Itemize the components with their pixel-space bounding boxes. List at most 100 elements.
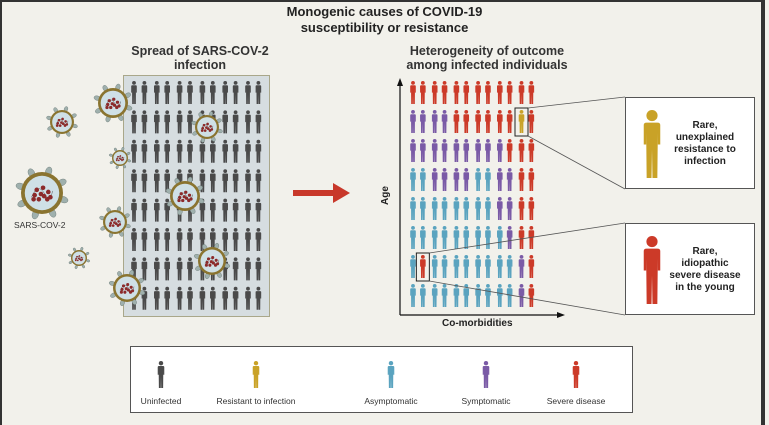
uninfected-person [176,139,183,163]
legend-item-symptomatic: Symptomatic [431,347,541,414]
asymptomatic-person [410,284,416,307]
asymptomatic-person [453,284,460,307]
asymptomatic-person [485,226,491,249]
severe-person [475,81,481,104]
severe-person [528,168,535,191]
symptomatic-person [431,168,438,191]
uninfected-person [131,110,137,134]
asymptomatic-person [463,284,470,307]
uninfected-person [232,286,239,310]
severe-person [497,110,503,133]
asymptomatic-person [410,168,416,191]
uninfected-person [141,169,148,193]
symptomatic-person [485,139,491,162]
person-icon [252,361,260,388]
connector-line [527,135,626,190]
uninfected-person [131,228,137,251]
uninfected-person [210,139,216,163]
symptomatic-person [506,226,513,249]
severe-person [453,81,460,104]
legend-label: Symptomatic [461,396,511,406]
uninfected-person [245,198,251,222]
legend-item-asymptomatic: Asymptomatic [336,347,446,414]
figure-title: Monogenic causes of COVID-19 susceptibil… [0,4,769,36]
asymptomatic-person [497,255,503,278]
symptomatic-person [420,139,426,162]
asymptomatic-person [410,255,416,278]
severe-person [441,81,448,104]
legend-label: Resistant to infection [216,396,296,406]
symptomatic-person [506,168,513,191]
title-line-2: susceptibility or resistance [300,20,469,35]
asymptomatic-person [506,284,513,307]
severe-person [518,197,525,220]
uninfected-person [176,286,183,310]
connector-line [527,96,626,109]
uninfected-person [131,139,137,163]
uninfected-person [222,198,228,222]
uninfected-person [210,286,216,310]
virus-icon [165,176,205,216]
uninfected-person [245,286,251,310]
asymptomatic-person [431,284,438,307]
asymptomatic-person [441,255,448,278]
severe-person [497,81,503,104]
uninfected-person [255,198,262,222]
virus-icon [93,83,133,123]
uninfected-person [245,110,251,134]
asymptomatic-person [485,197,491,220]
severe-person [463,110,470,133]
asymptomatic-person [485,168,491,191]
severe-person [528,139,535,162]
left-heading-line-2: infection [173,58,227,72]
severe-person [506,110,513,133]
asymptomatic-person [485,284,491,307]
y-axis-arrowhead [397,78,403,86]
left-heading-line-1: Spread of SARS-COV-2 [131,44,269,58]
uninfected-person [176,257,183,281]
uninfected-person [154,139,160,163]
callout-severe: Rare, idiopathic severe disease in the y… [625,223,755,315]
asymptomatic-legend-person [387,361,395,388]
uninfected-person [222,110,228,134]
asymptomatic-person [485,255,491,278]
severe-person [528,226,535,249]
uninfected-person [154,81,160,104]
uninfected-person [222,169,228,193]
symptomatic-person [441,168,448,191]
uninfected-person [141,81,148,104]
callout-line: unexplained [675,132,735,143]
uninfected-person [164,110,170,134]
x-axis-label: Co-morbidities [442,318,513,329]
asymptomatic-person [410,226,416,249]
uninfected-person [255,257,262,281]
uninfected-person [131,198,137,222]
virus-icon [193,242,231,280]
legend-item-severe: Severe disease [521,347,631,414]
asymptomatic-person [475,284,481,307]
uninfected-person [154,110,160,134]
uninfected-person [187,110,193,134]
virus-icon-large [15,166,69,220]
right-heading-line-1: Heterogeneity of outcome [409,44,565,58]
virus-icon [46,106,78,138]
symptomatic-person [497,139,503,162]
uninfected-person [131,81,137,104]
resistant-person [518,110,525,133]
symptomatic-person [441,139,448,162]
severe-person [528,81,535,104]
uninfected-person [245,139,251,163]
callout-person-icon [643,236,661,304]
left-heading: Spread of SARS-COV-2 infection [115,44,285,72]
uninfected-person [255,139,262,163]
uninfected-person [232,110,239,134]
asymptomatic-person [497,284,503,307]
asymptomatic-person [475,255,481,278]
uninfected-person [232,257,239,281]
severe-person [506,139,513,162]
uninfected-person [141,257,148,281]
arrow-head [333,183,350,203]
callout-line: Rare, [692,120,718,131]
symptomatic-person [518,284,525,307]
